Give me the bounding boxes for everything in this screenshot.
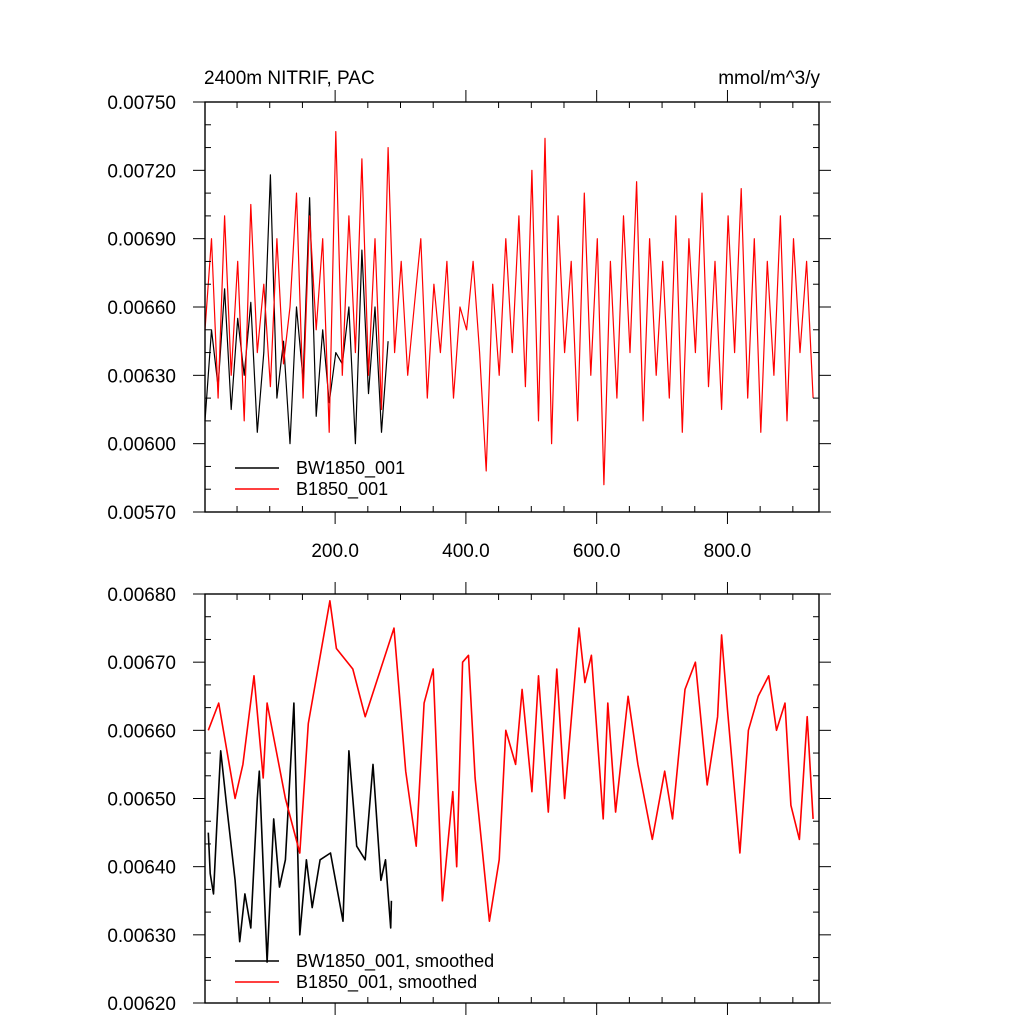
- x-tick-label: 200.0: [311, 541, 359, 562]
- units-label: mmol/m^3/y: [718, 68, 820, 89]
- y-tick-label: 0.00630: [107, 366, 176, 387]
- x-tick-label: 800.0: [704, 541, 752, 562]
- legend-label-1: B1850_001, smoothed: [296, 972, 477, 993]
- y-tick-label: 0.00680: [107, 585, 176, 606]
- y-tick-label: 0.00620: [107, 994, 176, 1015]
- y-tick-label: 0.00660: [107, 298, 176, 319]
- y-tick-label: 0.00720: [107, 161, 176, 182]
- y-tick-label: 0.00690: [107, 230, 176, 251]
- y-tick-label: 0.00670: [107, 653, 176, 674]
- legend-label-1: B1850_001: [296, 479, 388, 500]
- y-tick-label: 0.00650: [107, 790, 176, 811]
- y-tick-label: 0.00640: [107, 858, 176, 879]
- y-tick-label: 0.00570: [107, 503, 176, 524]
- y-tick-label: 0.00600: [107, 435, 176, 456]
- series-line-1: [207, 599, 814, 923]
- x-tick-label: 600.0: [573, 541, 621, 562]
- legend-label-0: BW1850_001, smoothed: [296, 951, 494, 972]
- series-line-0: [204, 174, 389, 445]
- x-tick-label: 400.0: [442, 541, 490, 562]
- series-line-0: [207, 702, 393, 963]
- y-tick-label: 0.00660: [107, 721, 176, 742]
- y-tick-label: 0.00630: [107, 926, 176, 947]
- legend-label-0: BW1850_001: [296, 458, 405, 479]
- series-line-1: [204, 131, 814, 486]
- chart-title: 2400m NITRIF, PAC: [204, 68, 375, 89]
- y-tick-label: 0.00750: [107, 93, 176, 114]
